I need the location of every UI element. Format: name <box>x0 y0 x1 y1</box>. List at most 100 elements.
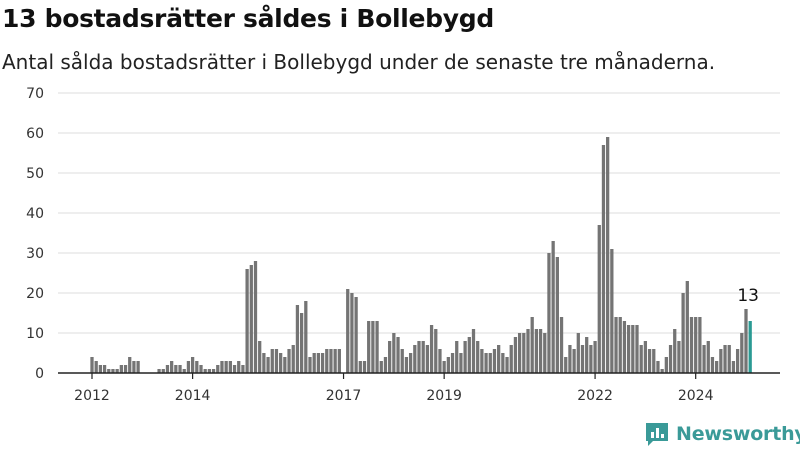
x-tick-label: 2017 <box>326 388 362 404</box>
bar <box>652 349 656 373</box>
bar <box>291 345 295 373</box>
bar <box>551 241 555 373</box>
bar <box>639 345 643 373</box>
bar <box>744 309 748 373</box>
bar <box>530 317 534 373</box>
bar <box>253 261 258 373</box>
bar <box>585 337 589 373</box>
bar <box>346 289 350 373</box>
bar <box>476 341 480 373</box>
bar <box>207 369 212 373</box>
x-axis: 2012 2014 2017 2019 2022 2024 <box>58 372 780 404</box>
bar <box>371 321 375 373</box>
bar <box>333 349 337 373</box>
bar <box>555 257 559 373</box>
bar <box>400 349 404 373</box>
gridlines <box>58 92 780 334</box>
bar-highlight <box>748 321 752 373</box>
bar <box>731 361 736 373</box>
bar <box>258 341 262 373</box>
bar <box>505 357 509 373</box>
bar <box>664 357 668 373</box>
bar <box>216 365 220 373</box>
bar <box>379 361 383 373</box>
bar <box>643 341 648 373</box>
bar <box>375 321 379 373</box>
bar <box>606 137 610 373</box>
x-tick-label: 2022 <box>577 388 613 404</box>
bars: 13 <box>90 137 759 373</box>
bar <box>660 369 664 373</box>
bar <box>471 329 476 373</box>
bar <box>354 297 358 373</box>
bar <box>622 321 627 373</box>
bar <box>559 317 564 373</box>
bar <box>564 357 568 373</box>
bar <box>689 317 694 373</box>
bar <box>455 341 459 373</box>
bar <box>614 317 618 373</box>
bar <box>593 341 597 373</box>
bar <box>178 365 182 373</box>
bar <box>102 365 107 373</box>
bar <box>425 345 430 373</box>
y-tick-label: 30 <box>26 246 44 262</box>
bar <box>232 365 237 373</box>
bar <box>119 365 123 373</box>
bar <box>480 349 484 373</box>
bar <box>526 329 530 373</box>
bar <box>463 341 467 373</box>
bar <box>417 341 421 373</box>
bar <box>715 361 719 373</box>
bar <box>740 333 744 373</box>
bar <box>98 365 103 373</box>
bar <box>320 353 325 373</box>
bar <box>408 353 413 373</box>
bar <box>459 353 463 373</box>
bar <box>329 349 333 373</box>
bar <box>304 301 308 373</box>
y-tick-label: 10 <box>26 326 44 342</box>
bar <box>677 341 681 373</box>
bar <box>543 333 547 373</box>
bar <box>123 365 128 373</box>
bar <box>513 337 518 373</box>
bar <box>497 345 501 373</box>
bar <box>517 333 522 373</box>
bar <box>237 361 241 373</box>
bar <box>396 337 400 373</box>
bar <box>367 321 371 373</box>
bar <box>115 369 119 373</box>
bar <box>509 345 513 373</box>
bar <box>170 361 174 373</box>
y-tick-label: 70 <box>26 86 44 102</box>
bar <box>501 353 505 373</box>
bar <box>211 369 216 373</box>
value-annotation: 13 <box>737 286 759 306</box>
bar <box>287 349 291 373</box>
bar <box>157 369 161 373</box>
bar <box>647 349 652 373</box>
bar <box>626 325 631 373</box>
x-tick-label: 2024 <box>678 388 714 404</box>
bar <box>174 365 178 373</box>
bar <box>203 369 207 373</box>
bar <box>132 361 136 373</box>
bar <box>90 357 94 373</box>
bar <box>220 361 224 373</box>
bar <box>111 369 115 373</box>
bar <box>656 361 660 373</box>
x-tick-label: 2019 <box>426 388 462 404</box>
bar <box>710 357 715 373</box>
brand-name: Newsworthy <box>676 423 800 445</box>
bar <box>299 313 304 373</box>
bar <box>421 341 425 373</box>
y-tick-label: 50 <box>26 166 44 182</box>
bar <box>694 317 698 373</box>
bar <box>249 265 253 373</box>
x-tick-label: 2012 <box>74 388 110 404</box>
bar <box>270 349 274 373</box>
bar <box>128 357 132 373</box>
bar <box>228 361 232 373</box>
